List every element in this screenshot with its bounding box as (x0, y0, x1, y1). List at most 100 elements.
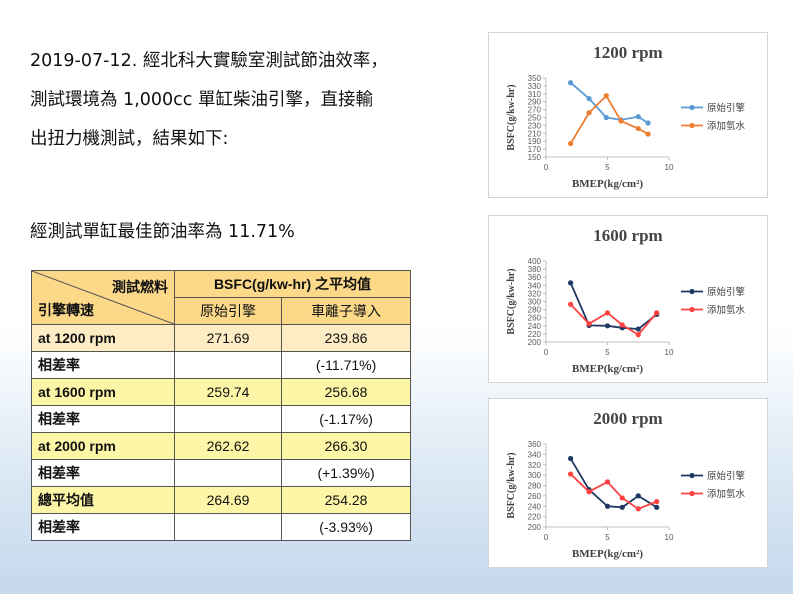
table-row: 相差率 (-11.71%) (31, 351, 411, 379)
y-tick-label: 280 (528, 482, 542, 491)
x-tick-label: 10 (665, 348, 674, 357)
table-row: 相差率 (+1.39%) (31, 459, 411, 487)
table-row: 相差率 (-1.17%) (31, 405, 411, 433)
intro-line-3: 出扭力機測試，結果如下: (30, 129, 229, 149)
legend-label: 添加氫水 (707, 304, 746, 316)
corner-header-cell: 測試燃料 引擎轉速 (31, 270, 175, 325)
row-label: 相差率 (31, 459, 175, 487)
data-point (586, 110, 592, 116)
data-point (604, 323, 611, 329)
y-tick-label: 320 (528, 289, 542, 298)
table-row: at 1200 rpm 271.69 239.86 (31, 324, 411, 352)
cell-additive: (-1.17%) (281, 405, 411, 433)
intro-text: 2019-07-12. 經北科大實驗室測試節油效率， 測試環境為 1,000cc… (30, 42, 450, 159)
legend-marker (689, 490, 695, 497)
cell-original (173, 351, 283, 379)
group-header: BSFC(g/kw-hr) 之平均值 (174, 270, 411, 298)
row-label: at 1600 rpm (31, 378, 175, 406)
data-point (619, 322, 625, 328)
data-point (645, 120, 651, 126)
legend-marker (689, 122, 695, 129)
x-tick-label: 10 (665, 533, 674, 542)
data-point (619, 504, 625, 510)
y-axis-title: BSFC(g/kw-hr) (506, 268, 517, 334)
x-tick-label: 5 (605, 533, 610, 542)
intro-line-1: 2019-07-12. 經北科大實驗室測試節油效率， (30, 51, 388, 71)
data-point (568, 455, 574, 462)
data-point (604, 503, 611, 509)
series-line (569, 458, 658, 509)
x-tick-label: 0 (544, 348, 549, 357)
chart-panel-1200: 1200 rpm 150 170 190 210 230 250 270 290 310 330 3… (488, 32, 768, 198)
cell-additive: 239.86 (281, 324, 411, 352)
corner-bottom-label: 引擎轉速 (38, 302, 94, 318)
data-point (603, 93, 609, 99)
legend-label: 原始引擎 (707, 286, 746, 298)
y-tick-label: 360 (528, 273, 542, 282)
column-header-additive: 車離子導入 (281, 297, 411, 325)
legend-marker (689, 104, 695, 111)
row-label: 相差率 (31, 513, 175, 541)
chart-panel-1600: 1600 rpm 200 220 240 260 280 300 320 340 360 380 4… (488, 215, 768, 383)
series-line (569, 303, 658, 336)
y-tick-label: 260 (528, 314, 542, 323)
y-tick-label: 240 (528, 502, 542, 511)
x-tick-label: 0 (544, 163, 549, 172)
data-point (635, 493, 641, 499)
series-line (569, 473, 658, 510)
results-table: 測試燃料 引擎轉速 BSFC(g/kw-hr) 之平均值 原始引擎 車離子導入 … (31, 270, 411, 541)
data-point (604, 479, 611, 485)
x-axis-title: BMEP(kg/cm²) (572, 548, 643, 560)
x-axis-title: BMEP(kg/cm²) (572, 363, 643, 375)
y-tick-label: 360 (528, 440, 542, 449)
chart-title: 1600 rpm (593, 226, 663, 245)
y-tick-label: 350 (528, 74, 542, 83)
data-point (645, 131, 651, 137)
cell-additive: (+1.39%) (281, 459, 411, 487)
intro-line-2: 測試環境為 1,000cc 單缸柴油引擎，直接輸 (30, 90, 373, 110)
data-point (635, 332, 641, 338)
y-tick-label: 330 (528, 82, 542, 91)
y-tick-label: 200 (528, 338, 542, 347)
legend-label: 添加氫水 (707, 488, 746, 500)
data-point (586, 321, 592, 327)
y-tick-label: 250 (528, 114, 542, 123)
y-tick-label: 340 (528, 281, 542, 290)
y-tick-label: 320 (528, 461, 542, 470)
y-tick-label: 230 (528, 121, 542, 130)
cell-original (173, 459, 283, 487)
y-tick-label: 270 (528, 106, 542, 115)
table-row: 相差率 (-3.93%) (31, 513, 411, 541)
data-point (654, 504, 660, 510)
row-label: at 1200 rpm (31, 324, 175, 352)
cell-original: 271.69 (173, 324, 283, 352)
y-tick-label: 170 (528, 145, 542, 154)
y-tick-label: 300 (528, 471, 542, 480)
cell-additive: 256.68 (281, 378, 411, 406)
data-point (618, 118, 624, 124)
legend-label: 原始引擎 (707, 470, 746, 482)
legend-label: 添加氫水 (707, 120, 746, 132)
series-line (569, 94, 649, 145)
data-point (586, 95, 592, 102)
data-point (654, 310, 660, 316)
legend-marker (689, 288, 695, 295)
cell-additive: 266.30 (281, 432, 411, 460)
y-tick-label: 220 (528, 330, 542, 339)
data-point (635, 326, 641, 332)
x-axis-title: BMEP(kg/cm²) (572, 178, 643, 190)
cell-original (173, 513, 283, 541)
row-label: 相差率 (31, 405, 175, 433)
cell-original: 264.69 (173, 486, 283, 514)
cell-original (173, 405, 283, 433)
y-tick-label: 340 (528, 450, 542, 459)
y-axis-title: BSFC(g/kw-hr) (506, 452, 517, 518)
y-tick-label: 210 (528, 129, 542, 138)
x-tick-label: 10 (665, 163, 674, 172)
data-point (654, 498, 660, 505)
y-tick-label: 190 (528, 137, 542, 146)
data-point (568, 301, 574, 307)
